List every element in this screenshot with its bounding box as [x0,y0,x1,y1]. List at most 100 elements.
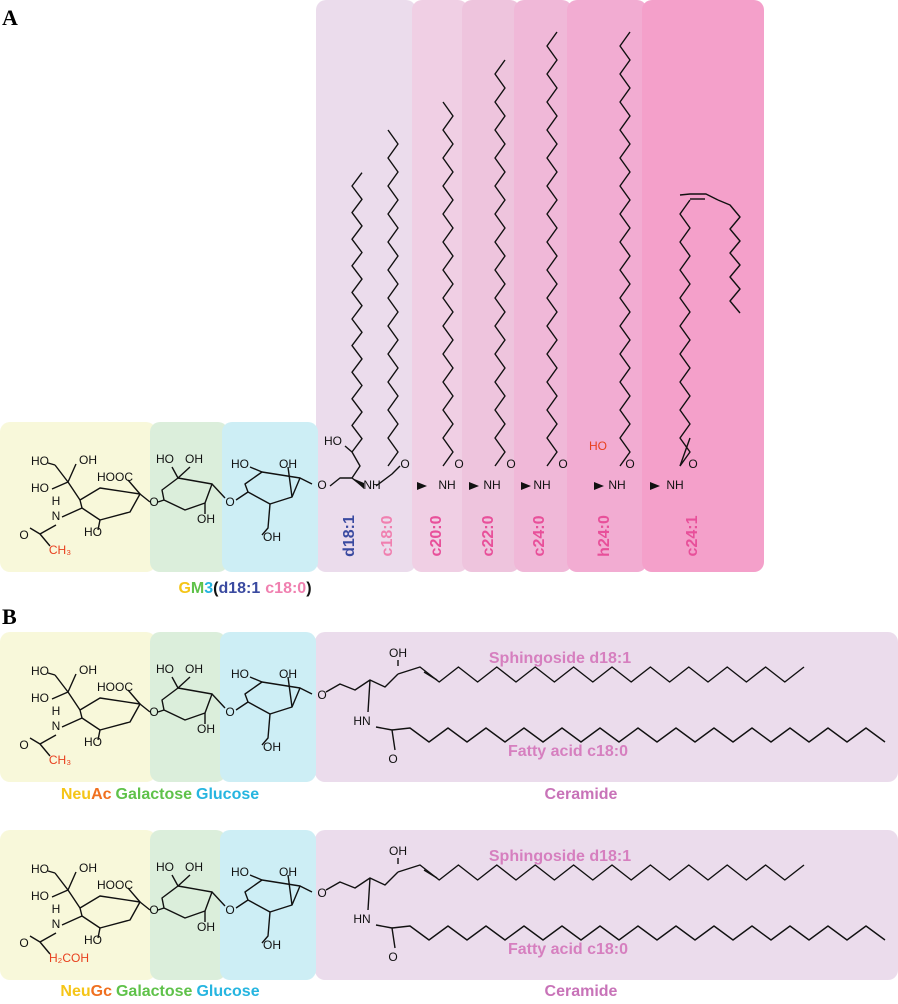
atom-label: O [225,495,234,509]
atom-label: O [625,457,634,471]
fatty-acid-chain [619,31,631,467]
atom-label: HO [31,664,49,678]
acyl-box [514,0,572,572]
atom-label: N [52,917,61,931]
atom-label: O [317,688,326,702]
atom-label: O [454,457,463,471]
caption-part: ) [306,580,311,597]
fatty-acid-chain [679,199,691,467]
atom-label: H₂C [49,951,71,965]
backgrounds [0,0,898,980]
sphingoid-chain [397,864,805,881]
wedge [650,482,660,490]
atom-label: NH [483,478,500,492]
atom-label: H [52,902,61,916]
atom-label: HO [231,667,249,681]
atom-label: OH [79,453,97,467]
panel-label: A [2,5,18,30]
atom-label: OH [279,457,297,471]
fatty-acid-chain [442,101,454,467]
atom-label: NH [363,478,380,492]
atom-label: HO [31,862,49,876]
acyl-box [462,0,520,572]
atom-label: H [52,494,61,508]
column-label: c24:1 [684,515,701,556]
atom-label: O [388,950,397,964]
atom-label: OH [79,663,97,677]
atom-label: HO [31,691,49,705]
caption-part: ( [213,580,219,597]
legend-part: Galactose [116,983,193,1000]
atom-label: O [400,457,409,471]
atom-label: O [225,903,234,917]
atom-label: O [558,457,567,471]
legend-part: Galactose [116,786,193,803]
atom-label: NH [438,478,455,492]
atom-label: HO [589,439,607,453]
fatty-acid-chain [546,31,558,467]
column-label: c18:0 [379,515,396,556]
atom-label: OH [79,861,97,875]
caption-part: c18:0 [265,580,306,597]
legend-part: Neu [61,786,91,803]
fatty-acid-chain [494,59,506,467]
legend-part: Ac [91,786,112,803]
atom-label: NH [608,478,625,492]
chain-label: Sphingoside d18:1 [489,650,631,667]
atom-label: O [149,903,158,917]
atom-label: HO [84,933,102,947]
atom-label: NH [533,478,550,492]
glucose-box [222,422,318,572]
atom-label: HO [156,452,174,466]
atom-label: O [317,478,326,492]
atom-label: HN [353,912,370,926]
glucose-box [220,632,316,782]
atom-label: N [52,719,61,733]
wedge [594,482,604,490]
legend-part: Glucose [196,983,259,1000]
atom-label: HO [84,525,102,539]
atom-label: HO [31,481,49,495]
fatty-acid-chain [391,727,886,743]
fatty-acid-chain [717,199,741,314]
legend: NeuAc Galactose Glucose [61,786,259,803]
galactose-box [150,632,226,782]
chain-label: Sphingoside d18:1 [489,848,631,865]
galactose-box [150,422,228,572]
atom-label: HO [31,889,49,903]
fatty-acid-chain [391,925,886,941]
atom-label: OH [263,530,281,544]
wedge [469,482,479,490]
fatty-acid-chain [679,193,719,201]
atom-label: HO [31,454,49,468]
atom-label: HO [84,735,102,749]
atom-label: HO [156,860,174,874]
atom-label: O [388,752,397,766]
atom-label: OH [185,452,203,466]
caption-part: M [191,580,204,597]
sphingoid-chain [351,172,363,453]
atom-label: OH [197,920,215,934]
panel-label: B [2,604,17,629]
wedge [417,482,427,490]
galactose-box [150,830,226,980]
atom-label: O [225,705,234,719]
atom-label: OH [389,844,407,858]
atom-label: O [506,457,515,471]
bond [325,660,399,751]
atom-label: CH₃ [49,753,71,767]
atom-label: HOOC [97,878,133,892]
atom-label: OH [71,951,89,965]
legend-part: Glucose [196,786,259,803]
glucose-box [220,830,316,980]
wedge [521,482,531,490]
caption-part: d18:1 [218,580,260,597]
atom-label: HO [231,457,249,471]
caption-part: G [178,580,190,597]
atom-label: O [19,936,28,950]
column-label: h24:0 [596,515,613,557]
atom-label: OH [197,512,215,526]
column-label: c22:0 [480,515,497,556]
atom-label: O [149,495,158,509]
